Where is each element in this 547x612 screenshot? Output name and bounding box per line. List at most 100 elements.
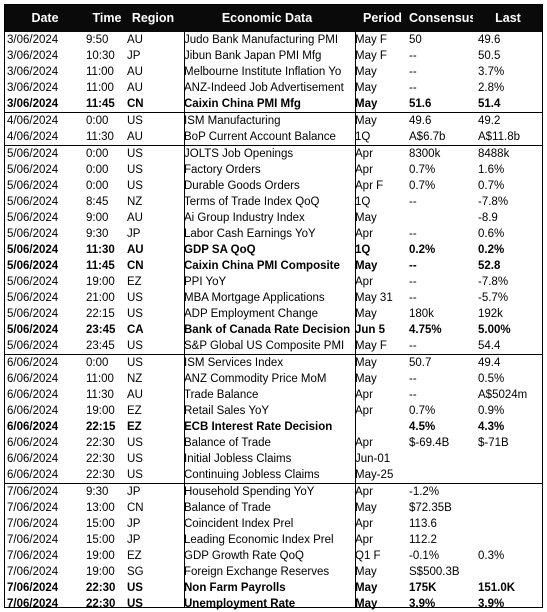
cell-date: 6/06/2024	[7, 357, 59, 369]
cell-time: 22:30	[86, 598, 116, 610]
cell-consensus: 4.5%	[409, 421, 436, 433]
cell-region: US	[127, 164, 143, 176]
cell-economic-data: Retail Sales YoY	[184, 405, 270, 417]
cell-consensus: --	[409, 373, 417, 385]
cell-consensus: 50.7	[409, 357, 432, 369]
cell-period: Apr	[355, 164, 373, 176]
cell-date: 3/06/2024	[7, 50, 59, 62]
cell-economic-data: BoP Current Account Balance	[184, 131, 336, 143]
cell-consensus: 112.2	[409, 534, 437, 546]
cell-economic-data: Household Spending YoY	[184, 486, 315, 498]
cell-economic-data: Factory Orders	[184, 164, 261, 176]
cell-time: 11:30	[86, 244, 115, 256]
cell-time: 15:00	[86, 518, 115, 530]
cell-region: AU	[127, 389, 143, 401]
cell-time: 9:30	[86, 486, 109, 498]
cell-region: AU	[127, 212, 143, 224]
table-row: 7/06/2024 13:00 CN Balance of Trade May $72.3…	[4, 500, 543, 516]
cell-period: Jun-01	[355, 453, 391, 465]
cell-time: 22:15	[86, 421, 116, 433]
cell-time: 19:00	[86, 276, 115, 288]
cell-region: US	[127, 115, 143, 127]
cell-period: May	[355, 212, 377, 224]
cell-period: Apr	[355, 389, 373, 401]
table-row: 6/06/2024 22:30 US Continuing Jobless Claim…	[4, 467, 543, 483]
cell-economic-data: Unemployment Rate	[184, 598, 296, 610]
cell-economic-data: ISM Manufacturing	[184, 115, 281, 127]
cell-region: AU	[127, 34, 143, 46]
cell-time: 11:00	[86, 373, 114, 385]
cell-economic-data: GDP SA QoQ	[184, 244, 256, 256]
cell-last: 1.6%	[478, 164, 505, 176]
cell-date: 3/06/2024	[7, 34, 59, 46]
cell-time: 8:45	[86, 196, 109, 208]
cell-date: 7/06/2024	[7, 502, 59, 514]
cell-last: 151.0K	[478, 582, 516, 594]
cell-time: 9:30	[86, 228, 109, 240]
cell-economic-data: Initial Jobless Claims	[184, 453, 292, 465]
cell-time: 9:00	[86, 212, 109, 224]
cell-period: May	[355, 373, 377, 385]
header-consensus: Consensus	[409, 11, 473, 25]
cell-consensus: --	[409, 292, 417, 304]
cell-consensus: 3.9%	[409, 598, 436, 610]
cell-consensus: --	[409, 66, 417, 78]
cell-region: US	[127, 148, 143, 160]
table-row: 6/06/2024 11:30 AU Trade Balance Apr -- A$5024…	[4, 387, 543, 403]
cell-region: CN	[127, 502, 144, 514]
cell-time: 11:45	[86, 98, 115, 110]
cell-time: 22:30	[86, 437, 115, 449]
cell-last: 4.3%	[478, 421, 505, 433]
cell-region: EZ	[127, 550, 142, 562]
cell-period: Apr	[355, 276, 373, 288]
cell-time: 21:00	[86, 292, 115, 304]
header-region: Region	[131, 11, 175, 25]
table-row: 7/06/2024 15:00 JP Leading Economic Index P…	[4, 532, 543, 548]
cell-consensus: 175K	[409, 582, 437, 594]
cell-region: AU	[127, 66, 143, 78]
cell-date: 6/06/2024	[7, 469, 59, 481]
cell-date: 5/06/2024	[7, 308, 59, 320]
table-row: 3/06/2024 10:30 JP Jibun Bank Japan PMI Mfg…	[4, 48, 543, 64]
cell-last: 49.2	[478, 115, 501, 127]
cell-period: May	[355, 82, 377, 94]
cell-economic-data: Labor Cash Earnings YoY	[184, 228, 316, 240]
cell-region: US	[127, 598, 143, 610]
cell-economic-data: JOLTS Job Openings	[184, 148, 294, 160]
cell-economic-data: Non Farm Payrolls	[184, 582, 286, 594]
cell-period: Apr	[355, 486, 373, 498]
cell-region: US	[127, 469, 143, 481]
cell-date: 7/06/2024	[7, 566, 59, 578]
cell-consensus: --	[409, 228, 417, 240]
cell-last: 3.7%	[478, 66, 505, 78]
cell-date: 5/06/2024	[7, 228, 59, 240]
cell-region: US	[127, 180, 143, 192]
cell-date: 7/06/2024	[7, 486, 59, 498]
cell-region: US	[127, 357, 143, 369]
cell-consensus: -1.2%	[409, 486, 440, 498]
table-row: 5/06/2024 23:45 US S&P Global US Composite …	[4, 338, 543, 354]
cell-region: NZ	[127, 373, 143, 385]
cell-last: -8.9	[478, 212, 498, 224]
cell-period: 1Q	[355, 244, 371, 256]
table-row: 3/06/2024 11:45 CN Caixin China PMI Mfg May 5…	[4, 96, 543, 112]
cell-period: Apr	[355, 148, 373, 160]
cell-region: US	[127, 340, 143, 352]
cell-period: 1Q	[355, 131, 371, 143]
table-row: 5/06/2024 19:00 EZ PPI YoY Apr -- -7.8%	[4, 274, 543, 290]
cell-period: May	[355, 115, 377, 127]
cell-economic-data: ANZ Commodity Price MoM	[184, 373, 327, 385]
cell-date: 5/06/2024	[7, 276, 59, 288]
table-row: 3/06/2024 9:50 AU Judo Bank Manufacturing P…	[4, 32, 543, 48]
cell-last: 52.8	[478, 260, 501, 272]
cell-economic-data: Caixin China PMI Composite	[184, 260, 340, 272]
table-row: 4/06/2024 0:00 US ISM Manufacturing May 49.6 4…	[4, 112, 543, 129]
cell-period: Apr	[355, 228, 373, 240]
cell-period: Apr	[355, 518, 373, 530]
cell-economic-data: ISM Services Index	[184, 357, 284, 369]
cell-date: 6/06/2024	[7, 437, 59, 449]
cell-period: May	[355, 66, 377, 78]
cell-time: 22:30	[86, 582, 116, 594]
cell-economic-data: S&P Global US Composite PMI	[184, 340, 345, 352]
cell-date: 5/06/2024	[7, 292, 59, 304]
